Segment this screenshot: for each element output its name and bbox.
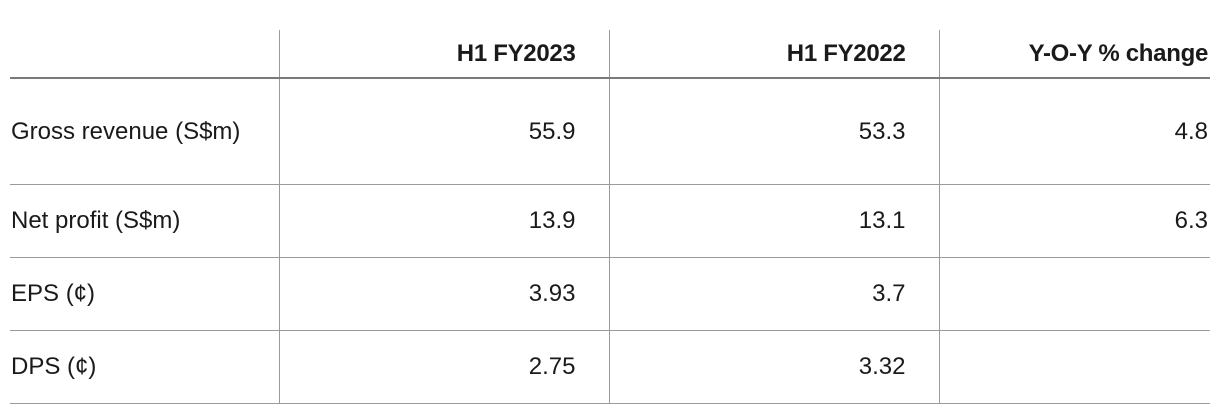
table-cell: 55.9 xyxy=(278,78,609,185)
column-header: H1 FY2023 xyxy=(278,30,609,79)
table-row: EPS (¢) 3.93 3.7 xyxy=(10,257,1210,331)
table-row: Net profit (S$m) 13.9 13.1 6.3 xyxy=(10,184,1210,258)
table-cell xyxy=(938,330,1210,404)
table-cell: 6.3 xyxy=(938,184,1210,258)
table-row: DPS (¢) 2.75 3.32 xyxy=(10,330,1210,404)
table-cell: 3.32 xyxy=(608,330,939,404)
row-label: EPS (¢) xyxy=(10,257,279,331)
table-cell xyxy=(938,257,1210,331)
row-label: Gross revenue (S$m) xyxy=(10,78,279,185)
table-cell: 2.75 xyxy=(278,330,609,404)
table-cell: 53.3 xyxy=(608,78,939,185)
table-cell: 4.8 xyxy=(938,78,1210,185)
results-table: H1 FY2023 H1 FY2022 Y-O-Y % change Gross r… xyxy=(10,30,1210,404)
column-header xyxy=(10,30,279,79)
table-cell: 3.7 xyxy=(608,257,939,331)
row-label: DPS (¢) xyxy=(10,330,279,404)
column-header: H1 FY2022 xyxy=(608,30,939,79)
column-header: Y-O-Y % change xyxy=(938,30,1210,79)
table-cell: 13.9 xyxy=(278,184,609,258)
table-row: Gross revenue (S$m) 55.9 53.3 4.8 xyxy=(10,78,1210,185)
row-label: Net profit (S$m) xyxy=(10,184,279,258)
header-row: H1 FY2023 H1 FY2022 Y-O-Y % change xyxy=(10,30,1210,79)
table-cell: 13.1 xyxy=(608,184,939,258)
table-cell: 3.93 xyxy=(278,257,609,331)
